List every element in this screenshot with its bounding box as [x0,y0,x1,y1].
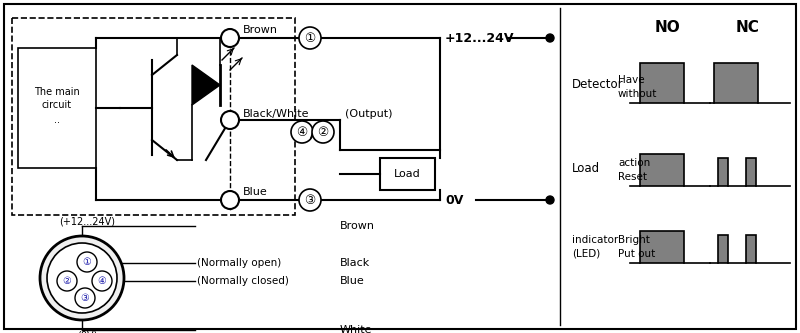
Text: /: / [310,125,315,139]
Text: Blue: Blue [340,276,365,286]
Text: ③: ③ [81,293,90,303]
Text: ①: ① [82,257,91,267]
Text: The main: The main [34,87,80,97]
Text: Have: Have [618,75,645,85]
Bar [12,18,295,215]
Bar [746,235,756,263]
Text: +12...24V: +12...24V [445,32,514,45]
Text: Black/White: Black/White [243,109,310,119]
Text: action: action [618,158,650,168]
Circle shape [92,271,112,291]
Bar [746,158,756,186]
Text: Blue: Blue [243,187,268,197]
Text: Load: Load [394,169,420,179]
Circle shape [546,34,554,42]
Text: (Output): (Output) [345,109,393,119]
Text: ①: ① [304,32,316,45]
Bar [380,158,435,190]
Text: without: without [618,89,658,99]
Text: ③: ③ [304,193,316,206]
Text: Load: Load [572,162,600,174]
Bar [640,63,684,103]
Text: (Normally closed): (Normally closed) [197,276,289,286]
Text: Reset: Reset [618,172,647,182]
Circle shape [221,191,239,209]
Circle shape [546,196,554,204]
Circle shape [299,27,321,49]
Circle shape [221,29,239,47]
Text: ..: .. [54,115,60,125]
Circle shape [299,189,321,211]
Bar [718,235,728,263]
Text: ②: ② [62,276,71,286]
Text: (Normally open): (Normally open) [197,258,282,268]
Polygon shape [192,65,220,105]
Circle shape [312,121,334,143]
Bar [714,63,758,103]
Text: ④: ④ [98,276,106,286]
Text: Bright: Bright [618,235,650,245]
Circle shape [57,271,77,291]
Text: 0V: 0V [445,193,463,206]
Circle shape [291,121,313,143]
Circle shape [221,111,239,129]
Text: Detector: Detector [572,79,624,92]
Text: indicator: indicator [572,235,618,245]
Text: circuit: circuit [42,100,72,110]
Text: NC: NC [736,21,760,36]
Text: Brown: Brown [243,25,278,35]
Text: NO: NO [655,21,681,36]
Text: (+12...24V): (+12...24V) [59,217,115,227]
Bar [640,231,684,263]
Text: Brown: Brown [340,221,375,231]
Bar [18,48,96,168]
Circle shape [40,236,124,320]
Circle shape [75,288,95,308]
Circle shape [47,243,117,313]
Text: White: White [340,325,373,333]
Text: ④: ④ [296,126,308,139]
Bar [718,158,728,186]
Text: (0V): (0V) [77,331,97,333]
Circle shape [77,252,97,272]
Text: Black: Black [340,258,370,268]
Text: (LED): (LED) [572,249,600,259]
Text: ②: ② [318,126,329,139]
Bar [640,154,684,186]
Text: Put out: Put out [618,249,655,259]
